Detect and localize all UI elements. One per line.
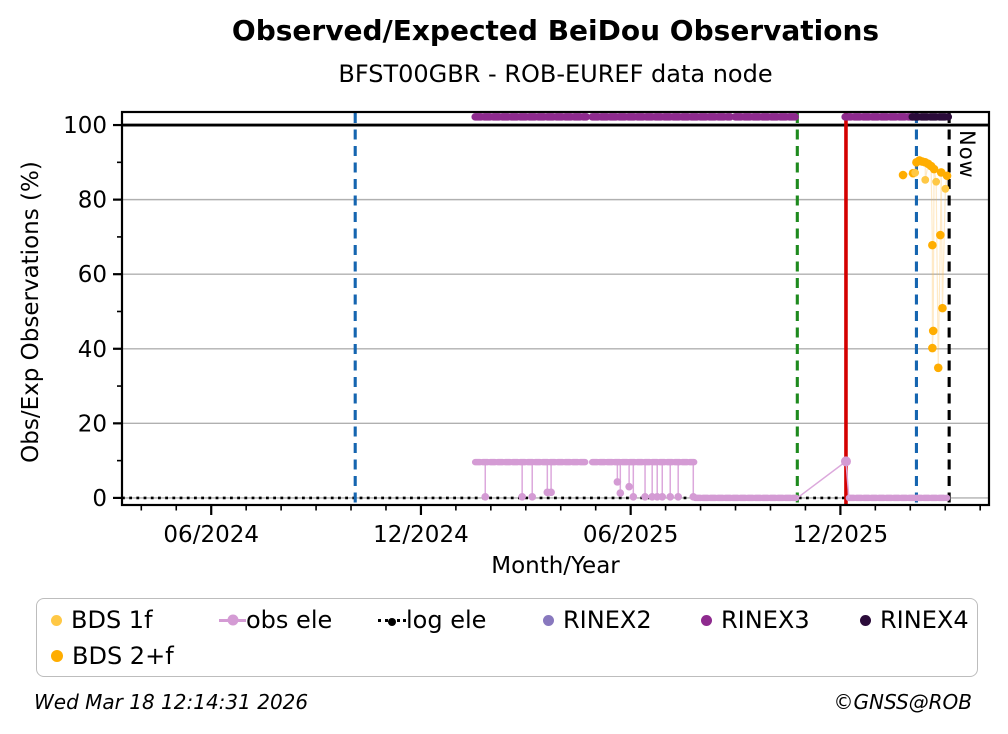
x-tick-label: 06/2025 xyxy=(583,522,679,548)
x-tick-label: 12/2025 xyxy=(793,522,889,548)
legend-item-rinex4: RINEX4 xyxy=(860,605,969,635)
copyright-text: ©GNSS@ROB xyxy=(833,690,973,714)
obs-ele-dot xyxy=(625,482,633,491)
obs-ele-dot xyxy=(518,492,526,501)
legend-label: BDS 1f xyxy=(71,606,153,634)
bds-connector xyxy=(902,159,948,368)
legend-item-rinex2: RINEX2 xyxy=(543,605,652,635)
bds-2f-dot xyxy=(933,363,943,373)
obs-ele-marker-icon xyxy=(219,614,246,626)
plot-timestamp: Wed Mar 18 12:14:31 2026 xyxy=(34,690,309,714)
bds-2f-dot xyxy=(936,230,945,240)
bds-2f-dot xyxy=(898,170,908,180)
bds-2f-dot xyxy=(938,303,947,313)
bds-1f-dot xyxy=(941,184,950,193)
rinex4-marker-icon xyxy=(860,614,871,626)
bds-2f-dot xyxy=(928,240,937,250)
bds-2f-dot xyxy=(928,343,937,353)
y-tick-label: 20 xyxy=(78,411,107,437)
bds-1f-dot xyxy=(921,175,930,184)
obs-ele-dot xyxy=(674,492,682,501)
bds-2f-marker-icon xyxy=(51,650,63,662)
x-axis-label: Month/Year xyxy=(491,553,620,579)
bds-1f-marker-icon xyxy=(51,614,62,626)
chart-subtitle: BFST00GBR - ROB-EUREF data node xyxy=(338,60,773,88)
legend-box: BDS 1f obs ele log ele RINEX2 RINEX3 xyxy=(36,598,978,677)
now-annotation: Now xyxy=(955,130,979,179)
legend-label: obs ele xyxy=(246,606,333,634)
legend-label: log ele xyxy=(406,606,487,634)
rinex2-marker-icon xyxy=(543,614,554,626)
obs-ele-dot xyxy=(613,478,622,486)
y-tick-label: 80 xyxy=(78,188,107,214)
legend-item-rinex3: RINEX3 xyxy=(701,605,810,635)
y-tick-label: 100 xyxy=(63,113,107,139)
legend-label: BDS 2+f xyxy=(72,642,174,670)
x-tick-label: 12/2024 xyxy=(373,522,469,548)
rinex3-marker-icon xyxy=(701,614,712,626)
legend-item-obs-ele: obs ele xyxy=(219,605,332,635)
obs-ele-dot xyxy=(629,492,638,501)
obs-ele-dot xyxy=(641,492,649,501)
y-tick-label: 0 xyxy=(92,486,107,512)
obs-ele-dot xyxy=(658,492,667,501)
legend-item-bds-1f: BDS 1f xyxy=(51,605,153,635)
plot-frame xyxy=(120,110,991,507)
legend-item-log-ele: log ele xyxy=(378,605,486,635)
chart-title: Observed/Expected BeiDou Observations xyxy=(231,14,880,47)
obs-ele-dot xyxy=(481,492,490,501)
bds-2f-dot xyxy=(942,171,952,181)
bds-1f-dot xyxy=(911,168,920,177)
obs-ele-dot xyxy=(840,456,851,467)
legend-label: RINEX4 xyxy=(880,606,969,634)
y-tick-label: 40 xyxy=(78,337,107,363)
obs-ele-jump xyxy=(796,459,850,499)
obs-ele-dot xyxy=(528,492,537,501)
obs-ele-dot xyxy=(616,489,625,497)
bds-2f-dot xyxy=(928,326,938,336)
log-ele-marker-icon xyxy=(378,617,406,626)
legend-label: RINEX3 xyxy=(721,606,810,634)
x-tick-label: 06/2024 xyxy=(163,522,259,548)
y-tick-label: 60 xyxy=(78,262,107,288)
obs-ele-dot xyxy=(547,488,555,497)
bds-1f-dot xyxy=(932,177,941,186)
y-axis-label: Obs/Exp Observations (%) xyxy=(18,161,44,463)
obs-ele-dot xyxy=(666,492,675,501)
legend-item-bds-2f: BDS 2+f xyxy=(51,641,174,671)
bds-2f-dot xyxy=(929,164,939,174)
obs-ele-dot xyxy=(689,492,698,501)
legend-label: RINEX2 xyxy=(563,606,652,634)
